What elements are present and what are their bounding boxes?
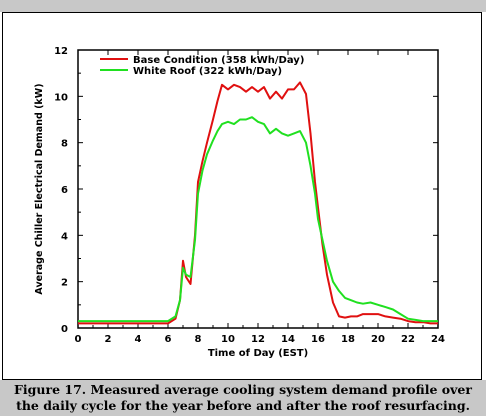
caption-line-1: Figure 17. Measured average cooling syst… xyxy=(14,382,472,397)
caption-line-2: the daily cycle for the year before and … xyxy=(16,398,470,413)
x-tick-label: 24 xyxy=(431,334,445,345)
y-tick-label: 4 xyxy=(61,231,68,242)
x-tick-label: 8 xyxy=(195,334,202,345)
x-tick-label: 12 xyxy=(251,334,265,345)
x-tick-label: 0 xyxy=(75,334,82,345)
top-strip xyxy=(0,0,486,12)
series-line-white-roof xyxy=(78,116,438,323)
x-tick-label: 20 xyxy=(371,334,385,345)
y-axis-title: Average Chiller Electrical Demand (kW) xyxy=(34,83,45,294)
x-tick-label: 10 xyxy=(221,334,235,345)
y-tick-label: 12 xyxy=(54,46,68,57)
x-tick-label: 2 xyxy=(105,334,112,345)
x-tick-label: 4 xyxy=(135,334,142,345)
legend-label: White Roof (322 kWh/Day) xyxy=(133,66,282,77)
y-tick-label: 8 xyxy=(61,139,68,150)
x-tick-label: 22 xyxy=(401,334,415,345)
y-tick-label: 2 xyxy=(61,278,68,289)
x-tick-label: 16 xyxy=(311,334,325,345)
y-tick-label: 0 xyxy=(61,324,68,335)
x-tick-label: 6 xyxy=(165,334,172,345)
figure-caption: Figure 17. Measured average cooling syst… xyxy=(0,380,486,416)
x-tick-label: 18 xyxy=(341,334,355,345)
legend-label: Base Condition (358 kWh/Day) xyxy=(133,55,304,66)
series-line-base-condition xyxy=(78,81,438,325)
y-tick-label: 10 xyxy=(54,92,68,103)
x-tick-label: 14 xyxy=(281,334,295,345)
x-axis-title: Time of Day (EST) xyxy=(208,348,308,359)
y-tick-label: 6 xyxy=(61,185,68,196)
